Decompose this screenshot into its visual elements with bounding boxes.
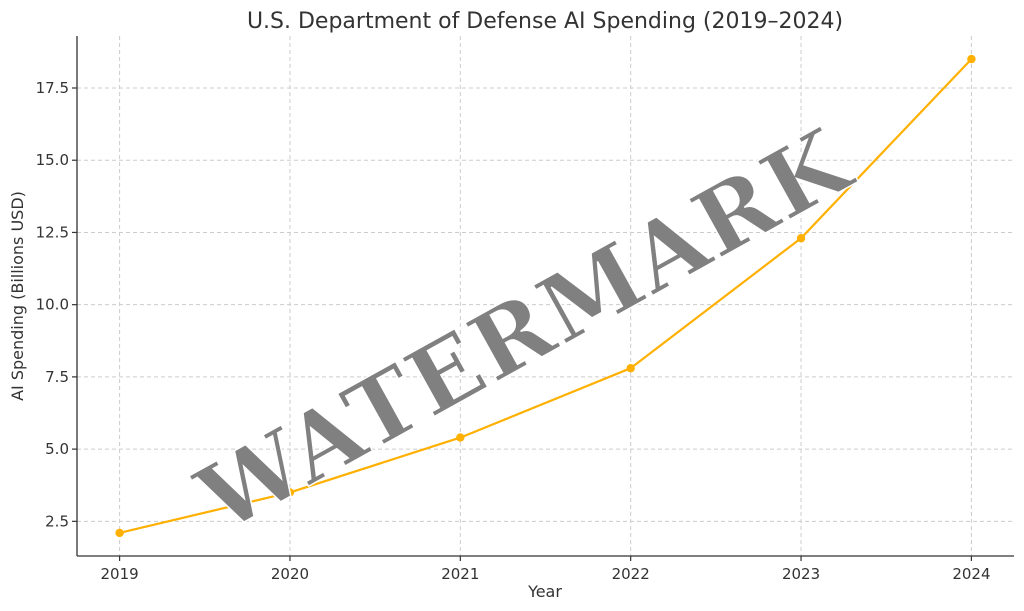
y-tick-label: 15.0 [36,151,69,169]
series [115,54,976,538]
data-point [626,364,635,373]
y-tick-label: 17.5 [36,79,69,97]
y-tick-label: 7.5 [45,368,69,386]
y-axis-label: AI Spending (Billions USD) [8,191,27,401]
data-point [456,433,465,442]
x-tick-label: 2024 [952,565,990,583]
x-tick-label: 2019 [100,565,138,583]
y-tick-label: 5.0 [45,440,69,458]
data-point [285,488,295,497]
data-point [115,528,124,538]
x-tick-label: 2021 [441,565,479,583]
y-tick-label: 12.5 [36,223,69,241]
y-ticks: 2.5 5.0 7.5 10.0 12.5 15.0 17.5 [36,79,77,530]
watermark-text: WATERMARK [180,106,870,554]
x-tick-label: 2023 [782,565,820,583]
chart-title: U.S. Department of Defense AI Spending (… [247,9,843,34]
x-ticks: 2019 2020 2021 2022 2023 2024 [100,556,991,583]
series-line [119,58,973,534]
y-tick-label: 10.0 [36,296,69,314]
data-point [796,234,806,243]
x-tick-label: 2022 [612,565,650,583]
x-axis-label: Year [527,582,562,601]
grid [77,36,1014,556]
data-point [967,54,976,64]
x-tick-label: 2020 [271,565,309,583]
y-tick-label: 2.5 [45,512,69,530]
axes [76,36,1014,557]
